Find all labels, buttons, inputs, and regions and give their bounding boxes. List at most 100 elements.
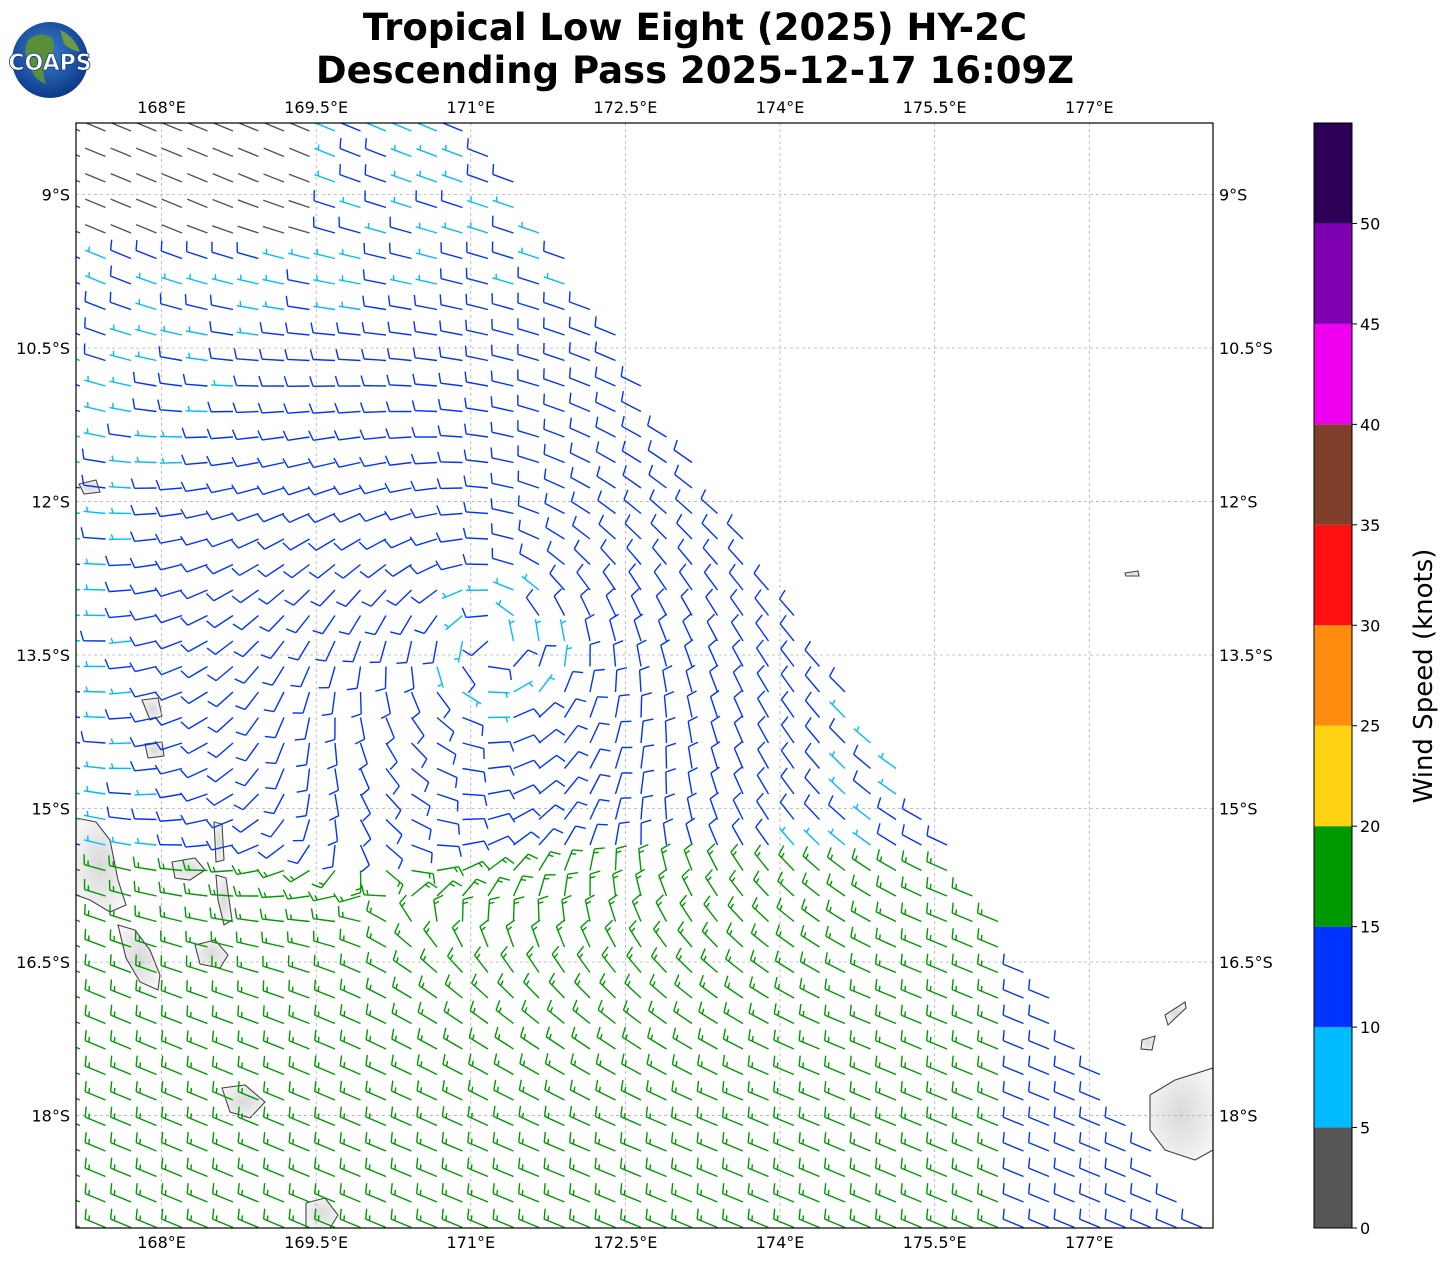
wind-barb <box>210 931 234 948</box>
wind-barb <box>538 701 565 719</box>
wind-barb <box>436 742 457 765</box>
wind-barb <box>364 164 387 183</box>
colorbar-tick-label: 10 <box>1360 1018 1380 1037</box>
wind-barb <box>259 908 285 923</box>
wind-barb <box>134 837 157 846</box>
wind-barb <box>900 1183 922 1203</box>
wind-barb <box>774 950 795 974</box>
wind-barb <box>874 979 897 999</box>
wind-barb <box>338 275 361 285</box>
map-plot-area: 168°E 168°E 169.5°E 169.5°E 171°E 171°E 172.5°… <box>16 98 1273 1252</box>
wind-barb <box>665 742 677 769</box>
wind-barb <box>385 401 412 413</box>
lat-label-left: 15°S <box>31 800 70 819</box>
wind-barb <box>723 1002 744 1025</box>
wind-barb <box>76 154 81 158</box>
wind-barb <box>104 555 132 567</box>
wind-barb <box>441 1183 463 1203</box>
wind-barb <box>359 429 387 440</box>
wind-barb <box>135 239 157 260</box>
lat-label-left: 9°S <box>42 186 70 205</box>
lon-label-top: 175.5°E <box>903 98 967 117</box>
wind-barb <box>288 1106 310 1127</box>
wind-barb <box>415 1208 438 1228</box>
wind-barb <box>231 484 259 495</box>
wind-barb <box>687 767 698 795</box>
wind-barb <box>160 1183 183 1203</box>
wind-barb <box>84 1030 106 1050</box>
wind-barb <box>466 196 489 209</box>
wind-barb <box>110 223 132 234</box>
wind-speed-colorbar: 0 5 10 15 20 25 30 35 40 45 50 <box>1313 122 1380 1238</box>
wind-barb <box>211 1030 234 1050</box>
colorbar-tick-label: 15 <box>1360 918 1380 937</box>
wind-barb <box>589 823 608 846</box>
wind-barb <box>262 1055 285 1076</box>
wind-barb <box>265 768 285 790</box>
wind-barb <box>231 563 259 577</box>
wind-barb <box>563 872 579 897</box>
lon-label-bottom: 168°E <box>137 1233 186 1252</box>
wind-barb <box>333 485 361 496</box>
wind-barb <box>773 1029 795 1050</box>
wind-barb <box>233 348 259 362</box>
wind-barb <box>256 512 285 523</box>
wind-barb <box>282 538 310 551</box>
wind-barb <box>375 666 387 692</box>
wind-barb <box>733 741 744 769</box>
wind-barb <box>83 854 106 872</box>
wind-barb <box>365 951 387 974</box>
wind-barb <box>365 1003 387 1025</box>
wind-barb <box>640 769 655 795</box>
wind-barb <box>461 878 487 897</box>
wind-barb <box>159 457 183 464</box>
wind-barb <box>513 708 541 719</box>
wind-barb <box>608 894 618 922</box>
wind-barb <box>416 144 438 158</box>
wind-barb <box>513 784 541 795</box>
wind-barb <box>700 948 718 974</box>
wind-barb <box>129 712 157 723</box>
wind-barb <box>314 1081 336 1101</box>
wind-barb <box>237 173 259 183</box>
wind-barb <box>670 1106 693 1127</box>
wind-barb <box>677 538 693 565</box>
wind-barb <box>1002 953 1024 974</box>
wind-barb <box>231 456 259 468</box>
wind-barb <box>83 610 106 617</box>
wind-barb <box>442 1053 463 1076</box>
wind-barb <box>339 978 361 999</box>
wind-barb <box>925 1004 948 1025</box>
wind-barb <box>676 513 693 540</box>
wind-barb <box>660 843 671 871</box>
wind-barb <box>160 980 183 999</box>
wind-barb <box>681 868 693 897</box>
wind-barb <box>1104 1208 1126 1228</box>
wind-barb <box>206 428 234 440</box>
wind-barb <box>359 456 387 468</box>
wind-barb <box>773 1003 795 1025</box>
wind-barb <box>706 613 719 642</box>
wind-barb <box>338 615 362 635</box>
wind-barb <box>874 1132 897 1152</box>
wind-barb <box>696 1080 718 1101</box>
wind-barb <box>308 403 336 414</box>
wind-barb <box>546 999 565 1025</box>
wind-barb <box>596 465 616 489</box>
wind-barb <box>492 196 514 209</box>
wind-barb <box>207 742 234 758</box>
lat-label-right: 18°S <box>1219 1106 1258 1125</box>
wind-barb <box>286 269 310 285</box>
wind-barb <box>976 1157 999 1178</box>
wind-barb <box>624 973 642 999</box>
island-1 <box>117 924 161 991</box>
wind-barb <box>339 138 361 158</box>
wind-barb <box>721 1183 744 1203</box>
wind-barb <box>234 768 260 787</box>
wind-barb <box>288 1208 310 1228</box>
wind-barb <box>313 190 336 209</box>
wind-barb <box>390 1208 412 1228</box>
wind-barb <box>538 827 564 846</box>
wind-barb <box>925 979 948 999</box>
wind-barb <box>180 742 208 755</box>
